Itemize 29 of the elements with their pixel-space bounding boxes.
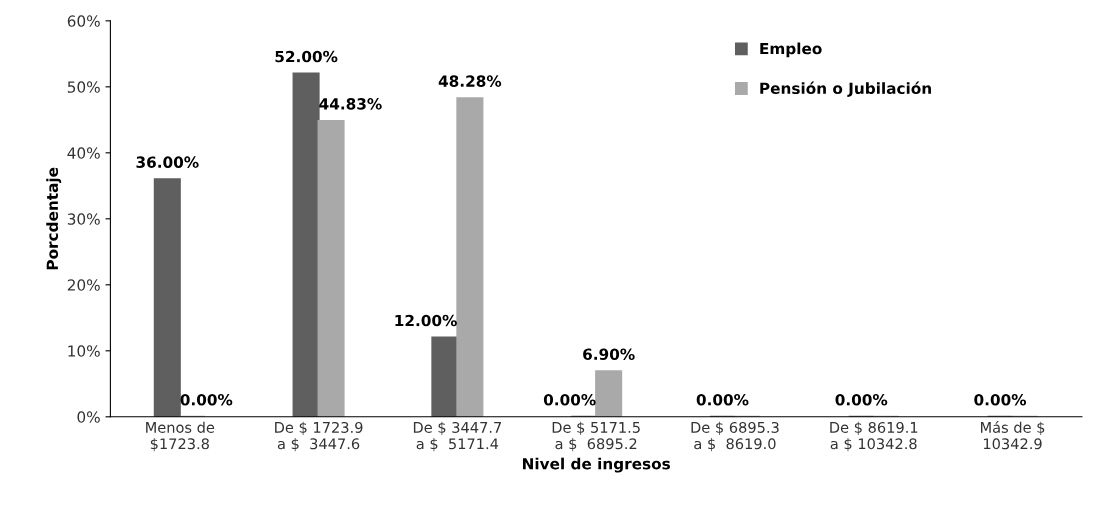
legend-label: Empleo — [760, 42, 822, 58]
y-tick-label: 0% — [77, 411, 100, 423]
x-tick-label: De $ 1723.9 a $ 3447.6 — [275, 421, 363, 452]
y-tick-label: 30% — [67, 213, 100, 225]
x-tick-label: De $ 8619.1 a $ 10342.8 — [830, 421, 918, 452]
data-label: 0.00% — [696, 393, 749, 406]
x-tick-label: Menos de $1723.8 — [146, 421, 215, 452]
data-label: 0.00% — [974, 393, 1027, 406]
y-tick-label: 60% — [67, 15, 100, 27]
y-tick-label: 50% — [67, 81, 100, 93]
data-label: 44.83% — [319, 98, 382, 110]
y-axis-title: Porcdentaje — [46, 167, 62, 270]
legend-label: Pensión o Jubilación — [760, 81, 931, 97]
x-tick-label: De $ 5171.5 a $ 6895.2 — [552, 421, 640, 452]
data-label: 12.00% — [395, 314, 457, 327]
y-tick-label: 10% — [68, 345, 100, 357]
data-label: 0.00% — [835, 393, 888, 406]
data-label: 52.00% — [275, 50, 338, 63]
x-tick-label: Más de $ 10342.9 — [981, 421, 1045, 450]
data-label: 48.28% — [438, 75, 502, 87]
x-tick-label: De $ 3447.7 a $ 5171.4 — [413, 421, 502, 452]
data-label: 0.00% — [180, 393, 233, 406]
y-tick-label: 40% — [67, 147, 100, 159]
data-label: 0.00% — [543, 393, 596, 406]
data-label: 6.90% — [583, 348, 635, 360]
y-tick-label: 20% — [67, 279, 100, 291]
data-label: 36.00% — [136, 156, 199, 168]
x-tick-label: De $ 6895.3 a $ 8619.0 — [691, 421, 779, 452]
x-axis-title: Nivel de ingresos — [522, 457, 671, 473]
